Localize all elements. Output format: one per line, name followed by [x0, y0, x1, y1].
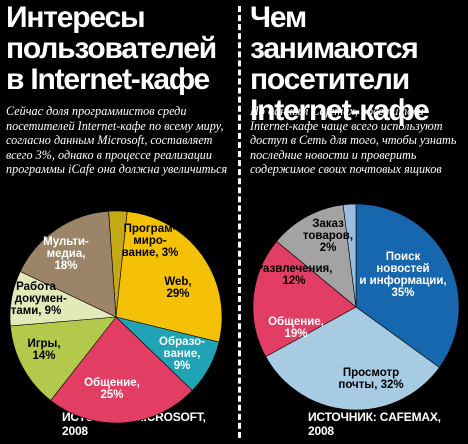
pie2-slice-5	[342, 203, 357, 308]
pie2-label-3: Общение, 19%	[268, 316, 324, 340]
pie1-label-7: Мульти-медиа, 18%	[43, 236, 89, 272]
pie1-label-2: Web, 29%	[164, 276, 191, 300]
pie1-slice-5	[10, 316, 117, 401]
pie1-label-6: Работа с докумен-тами, 9%	[5, 281, 67, 317]
right-subtitle: По данным Cafemax, посетители Internet-к…	[250, 104, 457, 177]
pie2-label-2: Просмотр почты, 32%	[338, 367, 403, 391]
pie1-label-5: Игры, 14%	[27, 338, 60, 362]
pie1-slice-4	[50, 316, 193, 424]
divider	[238, 6, 241, 438]
pie1-slice-7	[19, 210, 117, 318]
right-panel: Чем занимаются посетители Internet-кафе …	[246, 0, 468, 444]
pie2-slice-2	[265, 306, 440, 411]
pie1-label-1: Програм-миро-вание, 3%	[122, 223, 179, 259]
pie2-slice-1	[355, 203, 460, 368]
left-panel: Интересы пользователей в Internet-кафе С…	[0, 0, 232, 444]
left-subtitle: Сейчас доля программистов среди посетите…	[6, 104, 228, 177]
pie1-label-3: Образо-вание, 9%	[159, 336, 205, 372]
pie1-slice-2	[115, 211, 223, 343]
pie2-slice-3	[252, 240, 357, 358]
right-source: ИСТОЧНИК: CAFEMAX, 2008	[308, 410, 441, 438]
pie2-label-4: Развлечения, 12%	[256, 263, 333, 287]
pie2-label-1: Поиск новостей и информации, 35%	[359, 251, 446, 299]
pie1-label-4: Общение, 25%	[84, 377, 140, 401]
left-title: Интересы пользователей в Internet-кафе	[6, 1, 217, 96]
right-title: Чем занимаются посетители Internet-кафе	[250, 1, 430, 127]
pie2-slice-4	[276, 204, 357, 308]
pie2-label-5: Заказ товаров, 2%	[303, 218, 353, 254]
